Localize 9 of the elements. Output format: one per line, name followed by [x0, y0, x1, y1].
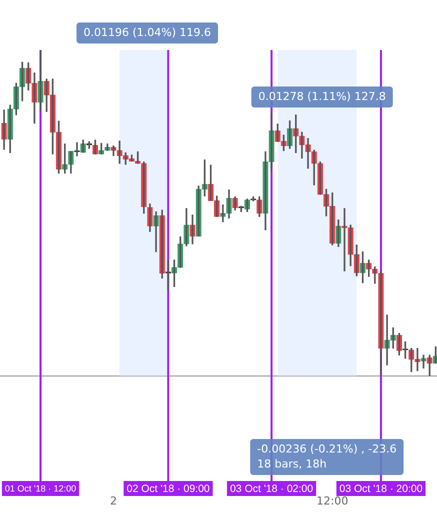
text: 0.01196 (1.04%) 119.6 — [84, 26, 212, 39]
text: -0.00236 (-0.21%) , -23.6 18 bars, 18h — [257, 442, 397, 470]
x-tick-label: 12:00 — [316, 494, 348, 508]
ref-line-label: 01 Oct '18 · 12:00 — [4, 483, 76, 494]
annotation: 0.01278 (1.11%) 127.8 — [258, 90, 386, 103]
ref-line-label: 02 Oct '18 · 09:00 — [126, 482, 210, 495]
ref-line-label: 03 Oct '18 · 02:00 — [230, 482, 314, 495]
ref-line-label: 03 Oct '18 · 20:00 — [339, 482, 423, 495]
x-tick-label: 2 — [110, 494, 117, 508]
